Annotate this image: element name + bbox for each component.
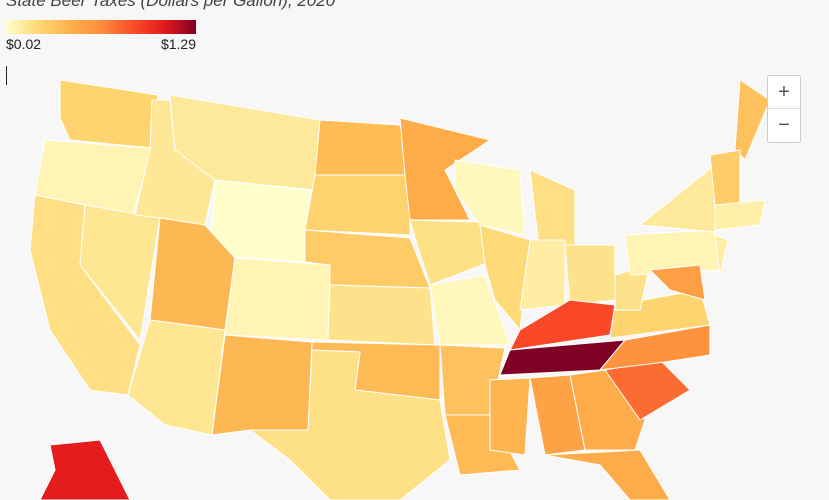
state-region[interactable] (211, 334, 313, 436)
state-region[interactable] (224, 257, 331, 341)
state-region[interactable] (59, 79, 159, 149)
legend-ramp (6, 20, 196, 34)
state-region[interactable] (734, 79, 771, 161)
state-region[interactable] (709, 149, 741, 206)
text-cursor (6, 66, 7, 85)
state-region[interactable] (544, 449, 671, 500)
zoom-control: + − (767, 75, 801, 143)
state-region[interactable] (599, 324, 711, 371)
state-region[interactable] (127, 319, 226, 436)
state-region[interactable] (489, 377, 531, 456)
state-region[interactable] (399, 117, 491, 221)
state-region[interactable] (409, 219, 496, 286)
state-region[interactable] (304, 174, 411, 236)
state-region[interactable] (714, 234, 729, 276)
zoom-in[interactable]: + (778, 81, 790, 103)
map-title: State Beer Taxes (Dollars per Gallon), 2… (6, 0, 336, 10)
state-region[interactable] (249, 349, 451, 500)
zoom-out[interactable]: − (768, 108, 800, 141)
state-region[interactable] (569, 369, 646, 451)
state-region[interactable] (649, 264, 706, 301)
state-region[interactable] (444, 414, 521, 476)
state-region[interactable] (564, 244, 616, 306)
legend: $0.02 $1.29 (6, 20, 196, 52)
state-region[interactable] (714, 199, 766, 231)
state-region[interactable] (39, 439, 131, 500)
legend-min: $0.02 (6, 36, 42, 52)
state-region[interactable] (429, 274, 511, 346)
state-region[interactable] (327, 284, 436, 346)
legend-max: $1.29 (160, 36, 196, 52)
state-region[interactable] (454, 159, 526, 236)
state-region[interactable] (479, 224, 531, 331)
state-region[interactable] (314, 119, 411, 176)
